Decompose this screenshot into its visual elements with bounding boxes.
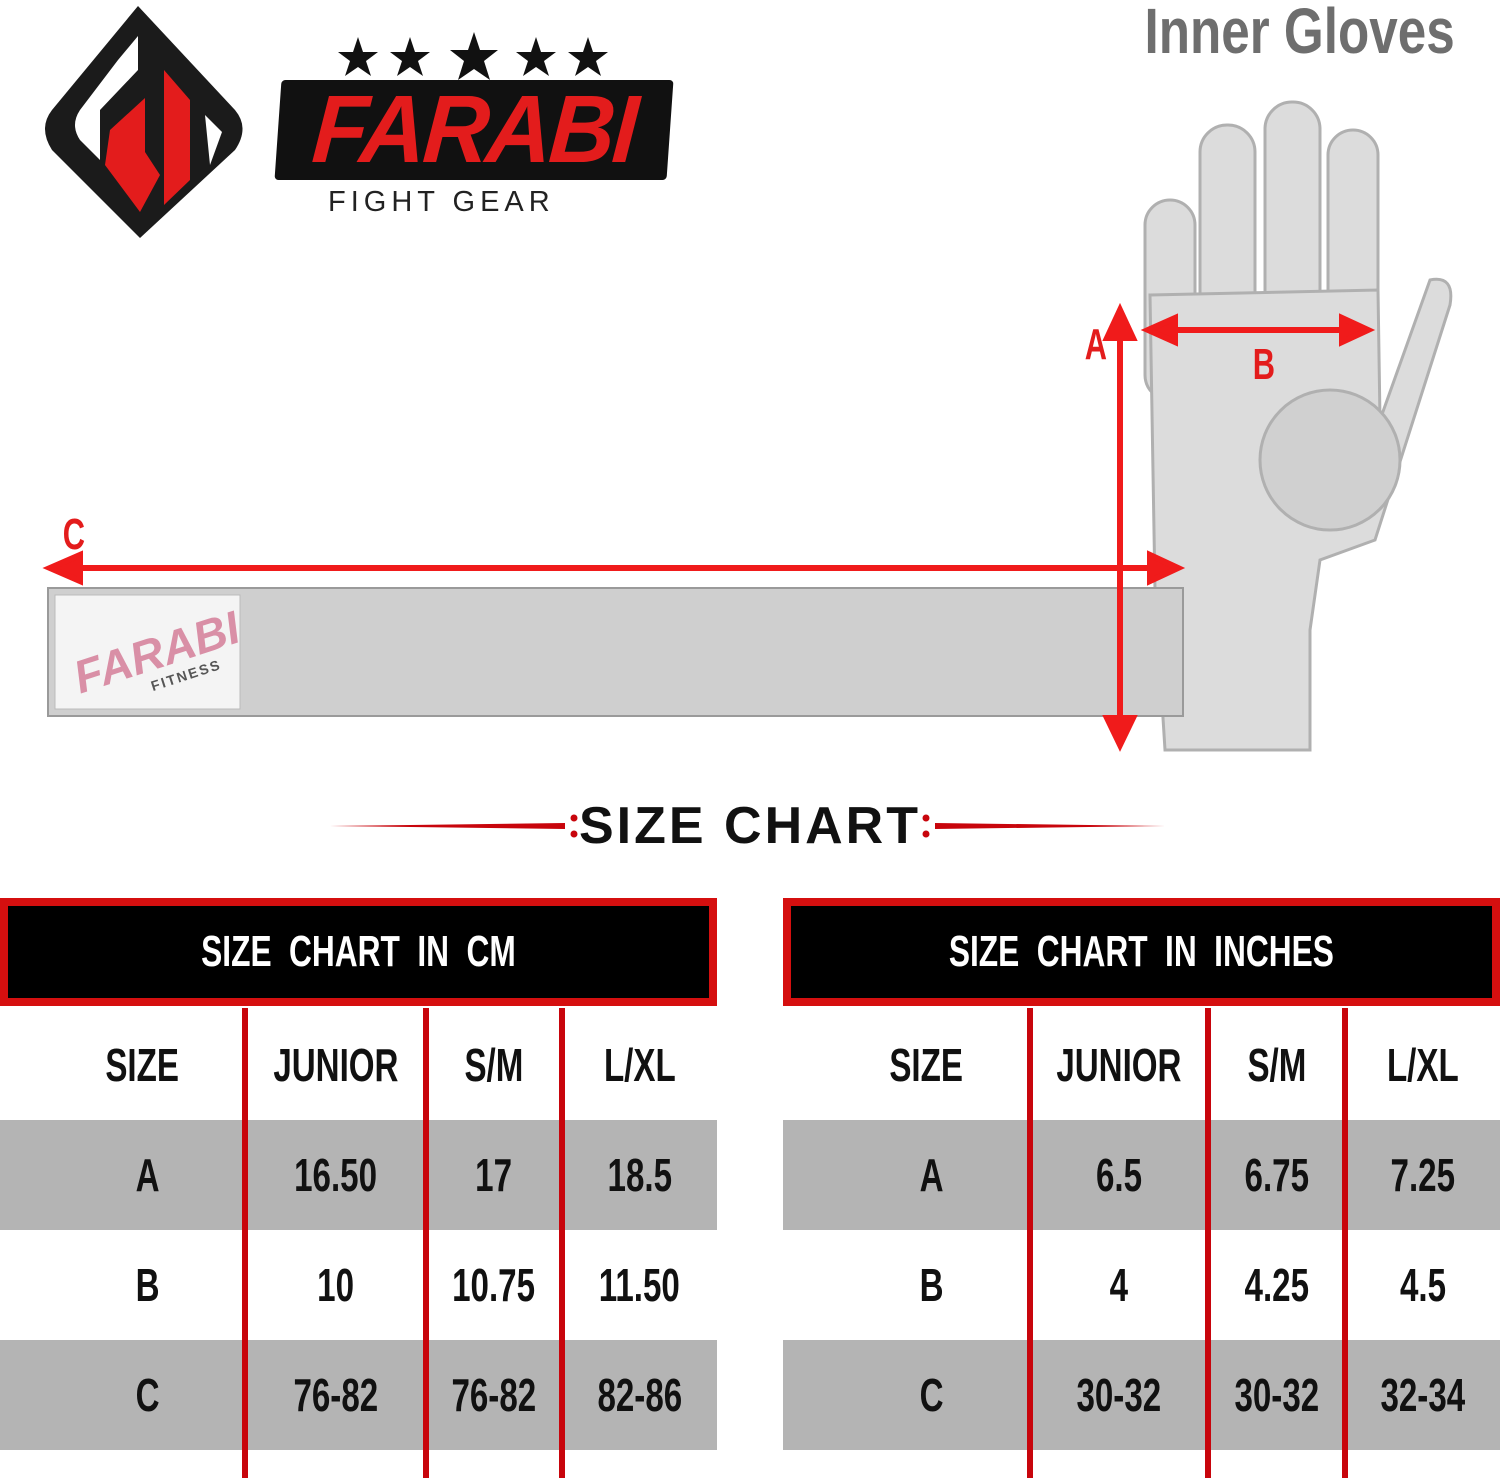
farabi-logo-mark xyxy=(45,6,243,238)
table-header-row: SIZE JUNIOR S/M L/XL xyxy=(0,1010,717,1120)
table-row: A 16.50 17 18.5 xyxy=(0,1120,717,1230)
brand-tagline: FIGHT GEAR xyxy=(328,186,555,218)
cell: B xyxy=(919,1259,944,1311)
column-divider xyxy=(423,1008,429,1478)
cell: 82-86 xyxy=(597,1369,682,1421)
cell: 76-82 xyxy=(451,1369,537,1421)
size-table-cm: SIZE CHART IN CM SIZE JUNIOR S/M L/XL A … xyxy=(0,898,717,1478)
cell: 6.75 xyxy=(1244,1149,1309,1201)
cell: 10 xyxy=(317,1259,354,1311)
cell: 10.75 xyxy=(452,1259,536,1311)
column-divider xyxy=(1027,1008,1033,1478)
cell: 6.5 xyxy=(1095,1149,1143,1201)
cell: 17 xyxy=(475,1149,513,1201)
cell: 30-32 xyxy=(1234,1369,1319,1421)
column-header: L/XL xyxy=(603,1039,676,1091)
table-heading: SIZE CHART IN INCHES xyxy=(783,898,1500,1006)
cell: 76-82 xyxy=(293,1369,378,1421)
table-row: B 10 10.75 11.50 xyxy=(0,1230,717,1340)
size-table-inches: SIZE CHART IN INCHES SIZE JUNIOR S/M L/X… xyxy=(783,898,1500,1478)
column-header: L/XL xyxy=(1386,1039,1459,1091)
column-divider xyxy=(1342,1008,1348,1478)
table-row: A 6.5 6.75 7.25 xyxy=(783,1120,1500,1230)
column-header: S/M xyxy=(464,1039,524,1091)
size-chart-title: SIZE CHART xyxy=(579,797,921,855)
cell: C xyxy=(919,1369,944,1421)
table-header-row: SIZE JUNIOR S/M L/XL xyxy=(783,1010,1500,1120)
label-a: A xyxy=(1084,320,1108,369)
cell: 16.50 xyxy=(294,1149,377,1201)
cell: B xyxy=(135,1259,160,1311)
cell: 4.5 xyxy=(1399,1259,1446,1311)
inner-glove-diagram: FARABI FITNESS xyxy=(42,100,1453,752)
cell: 18.5 xyxy=(607,1149,672,1201)
column-header: S/M xyxy=(1247,1039,1306,1091)
cell: 32-34 xyxy=(1380,1369,1465,1421)
label-b: B xyxy=(1252,340,1276,389)
table-heading-text: SIZE CHART IN CM xyxy=(201,927,516,976)
table-row: B 4 4.25 4.5 xyxy=(783,1230,1500,1340)
label-c: C xyxy=(62,510,86,559)
table-row: C 30-32 30-32 32-34 xyxy=(783,1340,1500,1450)
column-divider xyxy=(1205,1008,1211,1478)
rating-stars-icon xyxy=(338,32,608,80)
title-decoration xyxy=(330,814,1165,838)
product-title: Inner Gloves xyxy=(1144,0,1455,67)
cell: 7.25 xyxy=(1390,1149,1455,1201)
cell: A xyxy=(919,1149,944,1201)
column-divider xyxy=(559,1008,565,1478)
column-header: JUNIOR xyxy=(1056,1039,1182,1091)
column-header: SIZE xyxy=(105,1039,180,1091)
cell: 4.25 xyxy=(1244,1259,1309,1311)
cell: 4 xyxy=(1109,1259,1129,1311)
column-divider xyxy=(242,1008,248,1478)
cell: C xyxy=(135,1369,160,1421)
cell: 30-32 xyxy=(1076,1369,1162,1421)
column-header: SIZE xyxy=(889,1039,964,1091)
cell: 11.50 xyxy=(598,1259,681,1311)
cell: A xyxy=(135,1149,160,1201)
column-header: JUNIOR xyxy=(272,1039,399,1091)
table-heading: SIZE CHART IN CM xyxy=(0,898,717,1006)
table-row: C 76-82 76-82 82-86 xyxy=(0,1340,717,1450)
table-heading-text: SIZE CHART IN INCHES xyxy=(948,927,1334,976)
